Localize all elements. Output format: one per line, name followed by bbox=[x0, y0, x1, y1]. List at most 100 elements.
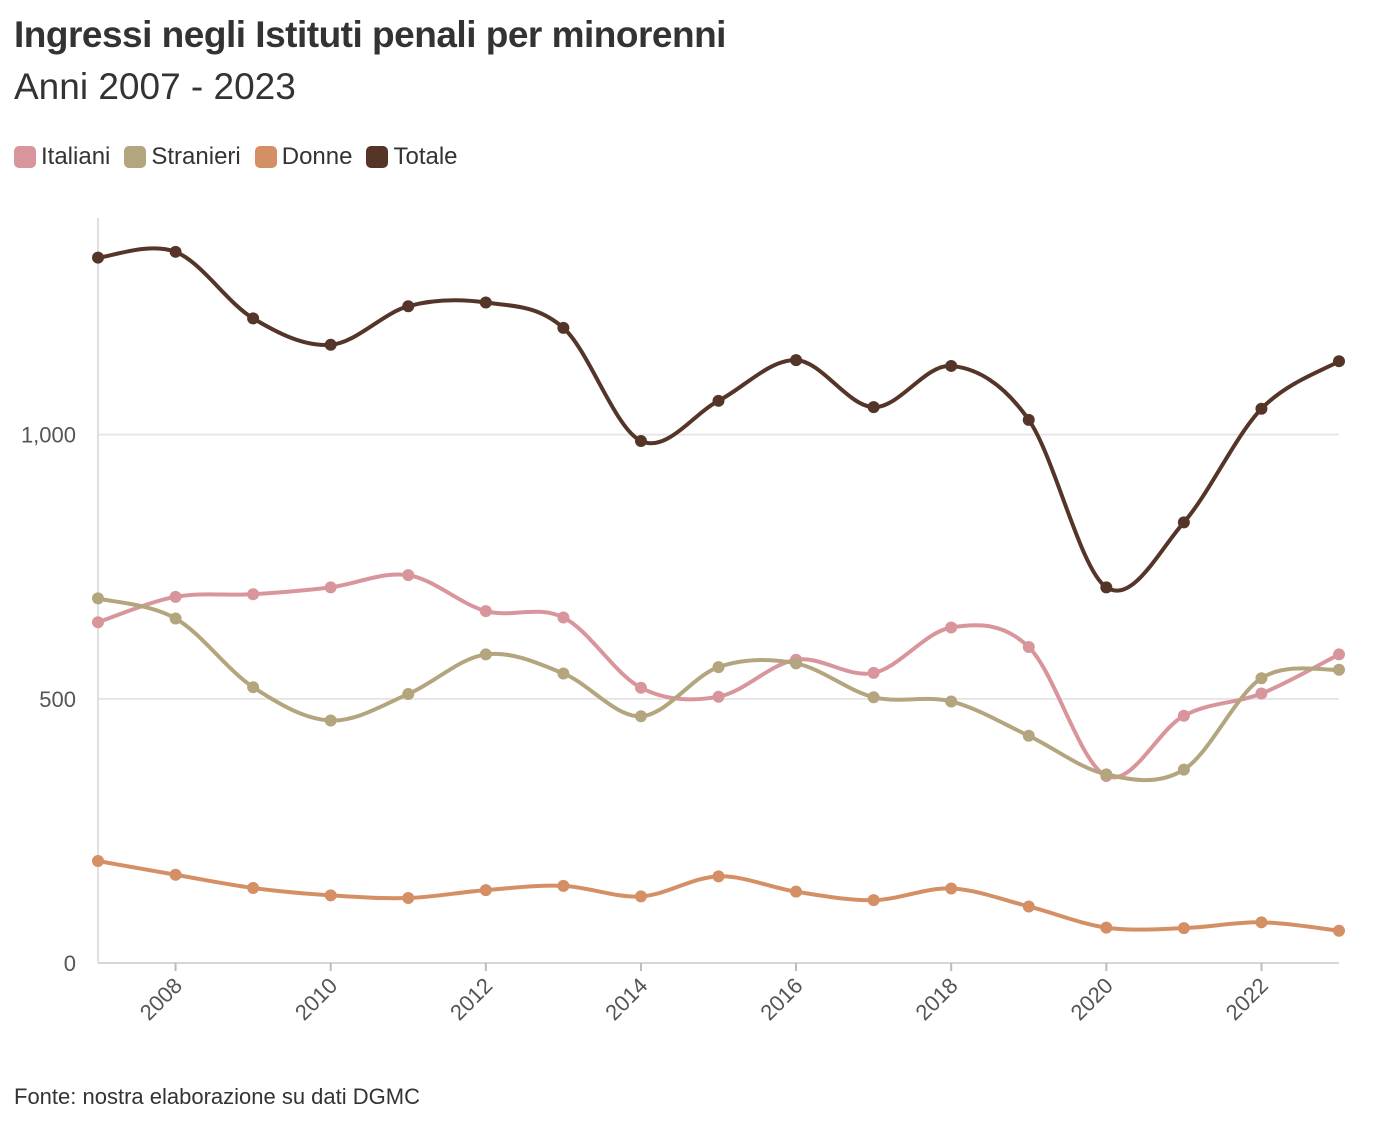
data-point-stranieri[interactable] bbox=[1100, 768, 1113, 781]
data-point-italiani[interactable] bbox=[634, 681, 647, 694]
data-point-italiani[interactable] bbox=[712, 690, 725, 703]
data-point-totale[interactable] bbox=[1255, 402, 1268, 415]
data-point-stranieri[interactable] bbox=[557, 667, 570, 680]
data-point-donne[interactable] bbox=[1177, 922, 1190, 935]
data-point-totale[interactable] bbox=[169, 245, 182, 258]
data-point-donne[interactable] bbox=[92, 855, 104, 868]
data-point-donne[interactable] bbox=[324, 889, 337, 902]
data-point-stranieri[interactable] bbox=[479, 648, 492, 661]
data-point-totale[interactable] bbox=[557, 321, 570, 334]
data-point-donne[interactable] bbox=[867, 894, 880, 907]
line-chart: 0 500 1,000 2008 2010 2012 2014 2016 2018 2020 202… bbox=[21, 218, 1345, 1025]
data-point-italiani[interactable] bbox=[324, 581, 337, 594]
legend-label-stranieri: Stranieri bbox=[151, 143, 241, 170]
legend-item-donne[interactable]: Donne bbox=[254, 143, 352, 171]
data-point-donne[interactable] bbox=[479, 884, 492, 897]
data-point-italiani[interactable] bbox=[479, 605, 492, 618]
series-totale bbox=[92, 245, 1345, 594]
data-point-totale[interactable] bbox=[790, 354, 803, 367]
data-point-italiani[interactable] bbox=[557, 611, 570, 624]
series-italiani bbox=[92, 569, 1345, 782]
chart-subtitle: Anni 2007 - 2023 bbox=[14, 66, 296, 107]
axis-layer: 0 500 1,000 2008 2010 2012 2014 2016 2018 2020 202… bbox=[21, 218, 1339, 1025]
data-point-stranieri[interactable] bbox=[169, 612, 182, 625]
data-point-italiani[interactable] bbox=[402, 569, 415, 582]
legend-item-italiani[interactable]: Italiani bbox=[14, 143, 110, 171]
legend-swatch-italiani bbox=[14, 146, 36, 168]
y-tick-label: 0 bbox=[64, 951, 76, 976]
data-point-donne[interactable] bbox=[790, 885, 803, 898]
series-donne bbox=[92, 855, 1345, 937]
data-point-totale[interactable] bbox=[945, 359, 958, 372]
data-point-italiani[interactable] bbox=[867, 666, 880, 679]
x-tick-label: 2020 bbox=[1066, 973, 1118, 1025]
data-point-totale[interactable] bbox=[479, 296, 492, 309]
data-point-totale[interactable] bbox=[1177, 516, 1190, 529]
x-tick-label: 2012 bbox=[445, 973, 497, 1025]
data-point-totale[interactable] bbox=[402, 300, 415, 313]
data-point-stranieri[interactable] bbox=[1333, 663, 1345, 676]
data-point-donne[interactable] bbox=[1333, 924, 1345, 937]
data-point-totale[interactable] bbox=[247, 312, 260, 325]
data-point-donne[interactable] bbox=[1022, 900, 1035, 913]
legend-item-stranieri[interactable]: Stranieri bbox=[124, 143, 241, 171]
data-point-italiani[interactable] bbox=[1177, 709, 1190, 722]
data-point-italiani[interactable] bbox=[1022, 641, 1035, 654]
data-point-donne[interactable] bbox=[1100, 921, 1113, 934]
legend-swatch-stranieri bbox=[124, 146, 147, 168]
series-stranieri bbox=[92, 592, 1345, 783]
data-point-italiani[interactable] bbox=[247, 588, 260, 601]
x-tick-label: 2018 bbox=[910, 973, 962, 1025]
legend-item-totale[interactable]: Totale bbox=[366, 143, 458, 171]
x-tick-label: 2016 bbox=[755, 973, 807, 1025]
data-point-stranieri[interactable] bbox=[1177, 763, 1190, 776]
data-point-stranieri[interactable] bbox=[1022, 729, 1035, 742]
legend-label-totale: Totale bbox=[393, 143, 458, 170]
data-point-stranieri[interactable] bbox=[790, 657, 803, 670]
data-point-stranieri[interactable] bbox=[712, 661, 725, 674]
data-point-totale[interactable] bbox=[1333, 355, 1345, 368]
series-line-italiani bbox=[96, 572, 1341, 780]
data-point-italiani[interactable] bbox=[1255, 687, 1268, 700]
legend: Italiani Stranieri Donne Totale bbox=[14, 143, 472, 171]
data-point-donne[interactable] bbox=[712, 870, 725, 883]
data-point-donne[interactable] bbox=[634, 890, 647, 903]
x-tick-label: 2022 bbox=[1221, 973, 1273, 1025]
y-tick-label: 500 bbox=[39, 687, 76, 712]
data-point-donne[interactable] bbox=[1255, 916, 1268, 929]
series-layer bbox=[92, 245, 1345, 937]
data-point-donne[interactable] bbox=[945, 882, 958, 895]
data-point-donne[interactable] bbox=[169, 868, 182, 881]
data-point-italiani[interactable] bbox=[945, 621, 958, 634]
data-point-totale[interactable] bbox=[1100, 581, 1113, 594]
series-line-stranieri bbox=[96, 596, 1341, 783]
data-point-stranieri[interactable] bbox=[634, 710, 647, 723]
legend-swatch-donne bbox=[254, 146, 277, 168]
data-point-totale[interactable] bbox=[634, 434, 647, 447]
data-point-donne[interactable] bbox=[402, 892, 415, 905]
data-point-italiani[interactable] bbox=[92, 616, 104, 629]
data-point-donne[interactable] bbox=[557, 879, 570, 892]
chart-title: Ingressi negli Istituti penali per minor… bbox=[14, 14, 726, 55]
data-point-stranieri[interactable] bbox=[945, 695, 958, 708]
grid-layer bbox=[98, 433, 1339, 700]
x-tick-label: 2014 bbox=[600, 973, 652, 1025]
data-point-totale[interactable] bbox=[92, 251, 104, 264]
data-point-stranieri[interactable] bbox=[1255, 672, 1268, 685]
x-tick-label: 2008 bbox=[135, 973, 187, 1025]
data-point-totale[interactable] bbox=[1022, 413, 1035, 426]
data-point-stranieri[interactable] bbox=[402, 688, 415, 701]
data-point-stranieri[interactable] bbox=[92, 592, 104, 605]
data-point-stranieri[interactable] bbox=[247, 681, 260, 694]
data-point-totale[interactable] bbox=[867, 401, 880, 414]
data-point-donne[interactable] bbox=[247, 881, 260, 894]
data-point-italiani[interactable] bbox=[169, 590, 182, 603]
y-tick-label: 1,000 bbox=[21, 423, 76, 448]
legend-label-italiani: Italiani bbox=[41, 143, 111, 170]
data-point-italiani[interactable] bbox=[1333, 648, 1345, 661]
source-note: Fonte: nostra elaborazione su dati DGMC bbox=[14, 1084, 420, 1109]
data-point-totale[interactable] bbox=[324, 338, 337, 351]
data-point-totale[interactable] bbox=[712, 394, 725, 407]
data-point-stranieri[interactable] bbox=[324, 714, 337, 727]
data-point-stranieri[interactable] bbox=[867, 691, 880, 704]
